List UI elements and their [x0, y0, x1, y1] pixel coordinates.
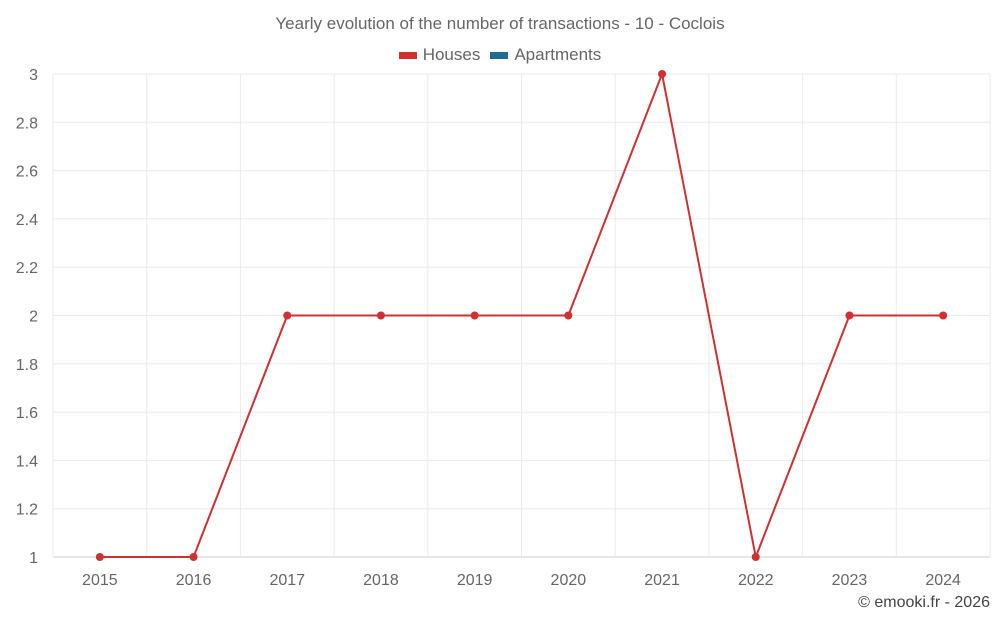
y-tick-label: 2	[29, 309, 38, 326]
data-point-houses	[470, 311, 479, 320]
y-tick-label: 1.6	[16, 405, 38, 422]
x-tick-label: 2020	[551, 572, 587, 589]
legend-swatch-apartments	[490, 51, 509, 59]
data-point-houses	[95, 553, 104, 561]
data-point-houses	[189, 553, 198, 561]
x-tick-label: 2019	[457, 572, 493, 589]
data-point-houses	[845, 311, 854, 320]
x-tick-label: 2015	[82, 572, 118, 589]
x-tick-label: 2016	[176, 572, 212, 589]
legend-item-apartments[interactable]: Apartments	[490, 45, 601, 65]
x-tick-label: 2024	[925, 572, 961, 589]
credit-text: © emooki.fr - 2026	[858, 594, 990, 611]
legend-swatch-houses	[398, 51, 417, 59]
y-tick-label: 2.4	[16, 212, 38, 229]
x-tick-label: 2023	[832, 572, 868, 589]
data-point-houses	[283, 311, 292, 320]
legend-label-apartments: Apartments	[514, 45, 602, 64]
legend-item-houses[interactable]: Houses	[398, 45, 481, 65]
legend-label-houses: Houses	[422, 45, 481, 64]
x-tick-label: 2017	[269, 572, 305, 589]
y-tick-label: 1.8	[16, 357, 38, 374]
x-tick-label: 2018	[363, 572, 399, 589]
x-tick-label: 2021	[644, 572, 680, 589]
y-tick-label: 2.6	[16, 164, 38, 181]
series-line-houses	[99, 73, 944, 558]
data-point-houses	[376, 311, 385, 320]
chart-title: Yearly evolution of the number of transa…	[275, 14, 725, 33]
y-tick-label: 2.8	[16, 115, 38, 132]
x-tick-label: 2022	[738, 572, 774, 589]
y-tick-label: 1.4	[16, 453, 38, 470]
y-tick-label: 1.2	[16, 502, 38, 519]
data-point-houses	[658, 70, 667, 78]
y-tick-label: 1	[29, 550, 38, 567]
data-point-houses	[939, 311, 948, 320]
chart-legend: Houses Apartments	[0, 45, 1000, 65]
y-tick-label: 2.2	[16, 260, 38, 277]
data-point-houses	[751, 553, 760, 561]
y-tick-label: 3	[29, 67, 38, 84]
data-point-houses	[564, 311, 573, 320]
